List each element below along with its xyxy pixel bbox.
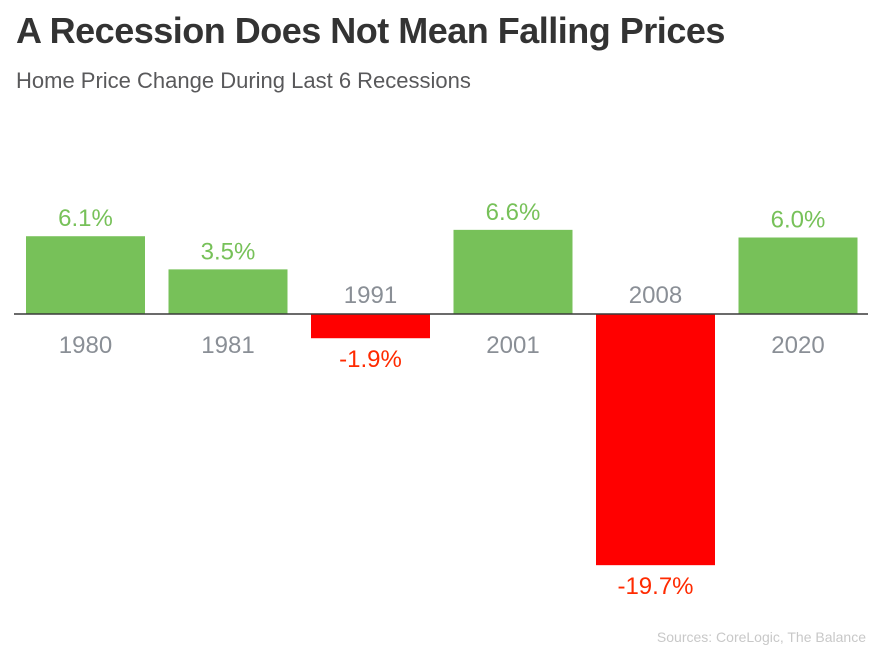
category-label-1981: 1981	[201, 332, 254, 359]
category-label-1980: 1980	[59, 332, 112, 359]
data-label-2008: -19.7%	[617, 573, 693, 600]
data-label-2020: 6.0%	[771, 207, 826, 234]
bar-1991	[311, 314, 430, 339]
bar-2001	[453, 229, 573, 314]
category-label-2020: 2020	[771, 332, 824, 359]
source-note: Sources: CoreLogic, The Balance	[656, 629, 866, 645]
bar-2020	[738, 237, 858, 314]
chart-title: A Recession Does Not Mean Falling Prices	[16, 10, 725, 51]
data-label-2001: 6.6%	[486, 199, 541, 226]
bar-1981	[168, 269, 288, 314]
data-label-1980: 6.1%	[58, 205, 113, 232]
bar-2008	[596, 314, 715, 566]
data-label-1981: 3.5%	[201, 238, 256, 265]
bar-1980	[26, 236, 145, 314]
category-label-2001: 2001	[486, 332, 539, 359]
category-label-2008: 2008	[629, 282, 682, 309]
data-label-1991: -1.9%	[339, 346, 402, 373]
category-label-1991: 1991	[344, 282, 397, 309]
chart-subtitle: Home Price Change During Last 6 Recessio…	[16, 68, 471, 93]
